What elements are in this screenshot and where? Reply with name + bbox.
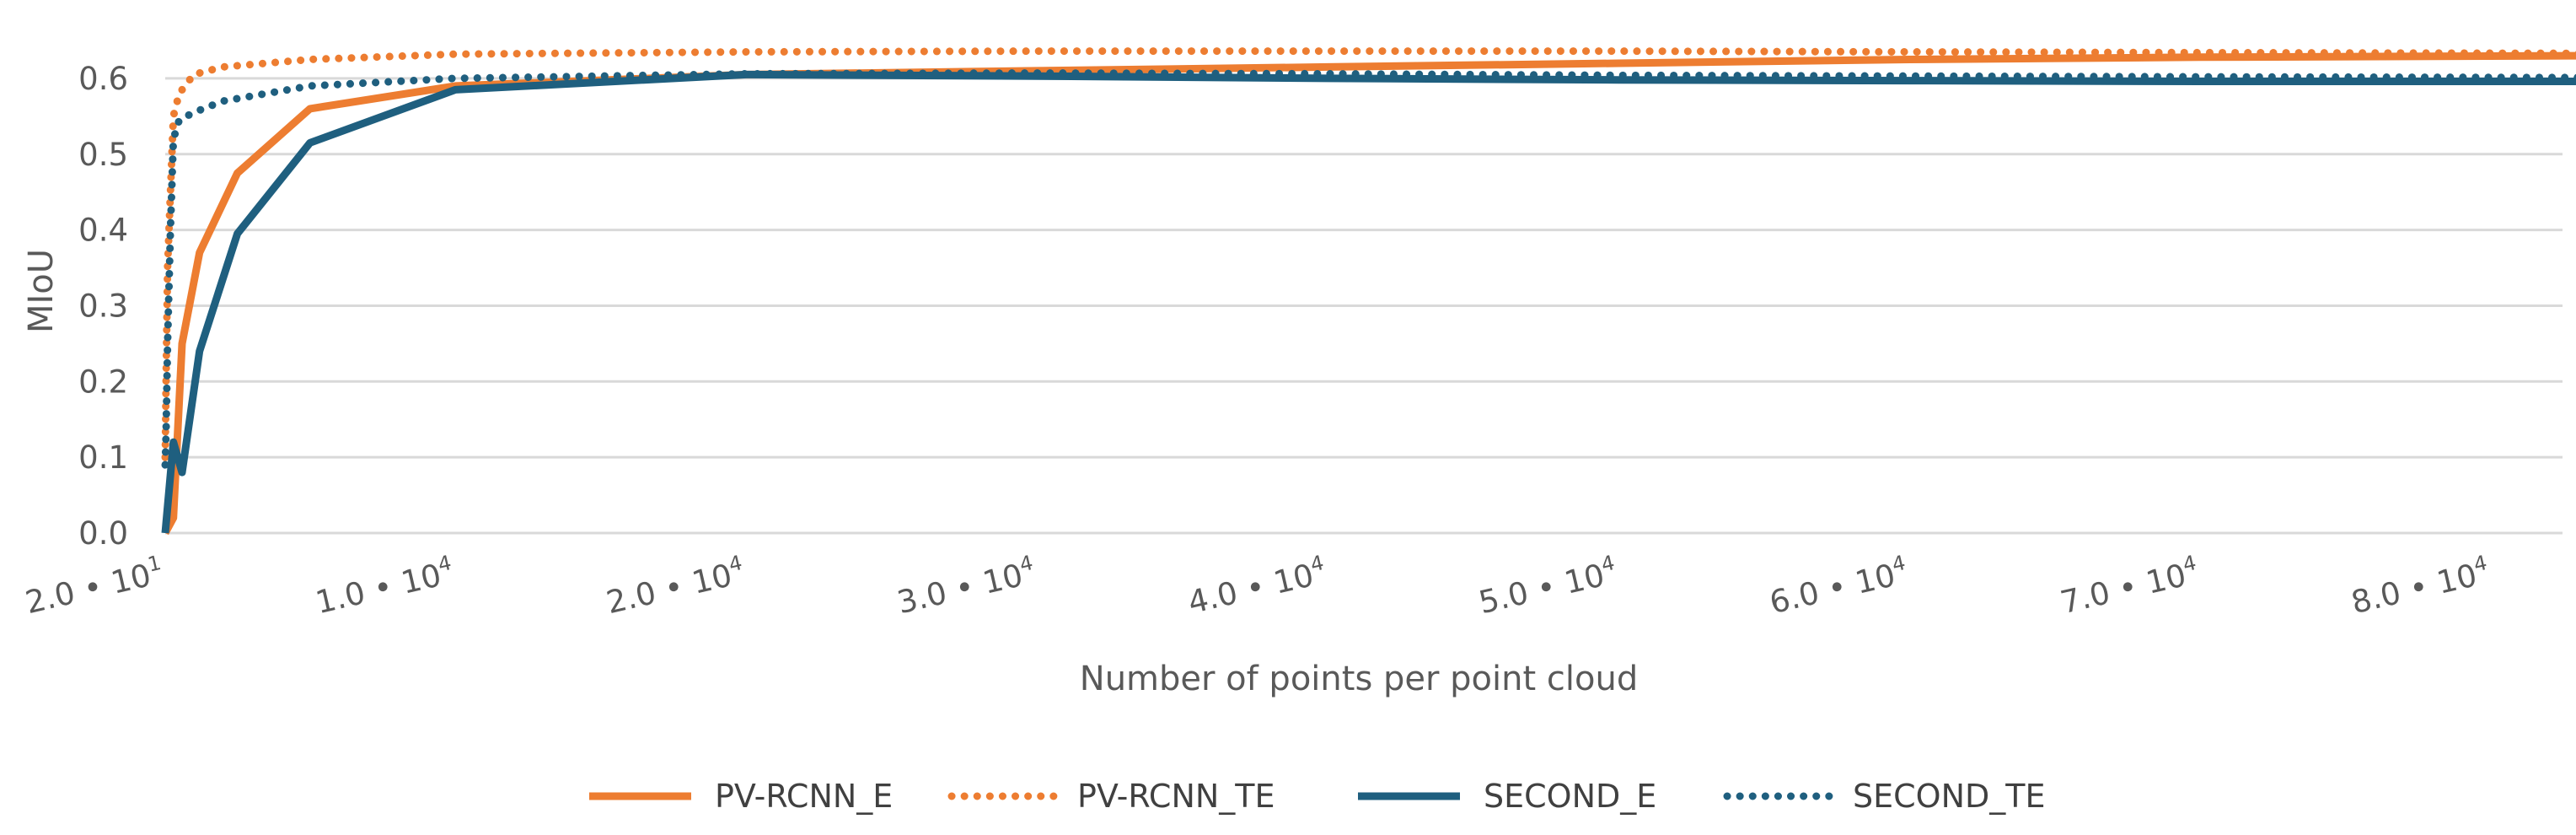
legend-label: PV-RCNN_TE (1077, 778, 1275, 815)
x-tick-label: 3.0 • 104 (893, 551, 1038, 621)
legend-item: PV-RCNN_E (589, 778, 893, 815)
y-tick-label: 0.2 (78, 364, 128, 400)
series-line (161, 47, 2576, 461)
x-tick-text: 2.0 • 104 (602, 551, 748, 621)
x-tick-text: 5.0 • 104 (1474, 551, 1620, 621)
x-tick-label: 4.0 • 104 (1183, 551, 1329, 621)
x-tick-label: 8.0 • 104 (2347, 551, 2493, 621)
series-line (162, 51, 2576, 536)
x-tick-text: 1.0 • 104 (311, 551, 457, 621)
y-tick-label: 0.1 (78, 439, 128, 476)
y-axis-label: MIoU (22, 249, 61, 333)
x-tick-label: 1.0 • 104 (311, 551, 457, 621)
x-tick-text: 7.0 • 104 (2056, 551, 2202, 621)
series-lines (161, 47, 2576, 536)
x-tick-text: 8.0 • 104 (2347, 551, 2493, 621)
y-tick-label: 0.5 (78, 137, 128, 173)
series-line (161, 69, 2576, 469)
x-tick-text: 6.0 • 104 (1765, 551, 1911, 621)
x-tick-text: 3.0 • 104 (893, 551, 1038, 621)
legend-label: SECOND_E (1484, 778, 1656, 815)
grid-lines (165, 77, 2563, 535)
legend-item: PV-RCNN_TE (947, 778, 1275, 815)
x-tick-label: 5.0 • 104 (1474, 551, 1620, 621)
x-tick-label: 7.0 • 104 (2056, 551, 2202, 621)
y-axis-ticks: 0.0 0.1 0.2 0.3 0.4 0.5 0.6 (78, 61, 128, 552)
y-tick-label: 0.4 (78, 213, 128, 249)
x-axis-label: Number of points per point cloud (1080, 660, 1638, 698)
legend-label: PV-RCNN_E (715, 778, 893, 815)
x-tick-text: 2.0 • 101 (21, 551, 167, 621)
y-tick-label: 0.6 (78, 61, 128, 97)
x-tick-label: 2.0 • 101 (21, 551, 167, 621)
x-tick-text: 4.0 • 104 (1183, 551, 1329, 621)
y-tick-label: 0.3 (78, 288, 128, 324)
legend-item: SECOND_TE (1723, 778, 2045, 815)
x-tick-label: 2.0 • 104 (602, 551, 748, 621)
x-axis-ticks: 2.0 • 101 1.0 • 104 2.0 • 104 3.0 • 104 4.0 … (21, 551, 2493, 621)
x-tick-label: 6.0 • 104 (1765, 551, 1911, 621)
legend: PV-RCNN_E PV-RCNN_TE SECOND_E SECOND_TE (589, 778, 2045, 815)
legend-label: SECOND_TE (1853, 778, 2045, 815)
series-line (161, 70, 2576, 534)
legend-item: SECOND_E (1358, 778, 1656, 815)
y-tick-label: 0.0 (78, 515, 128, 552)
